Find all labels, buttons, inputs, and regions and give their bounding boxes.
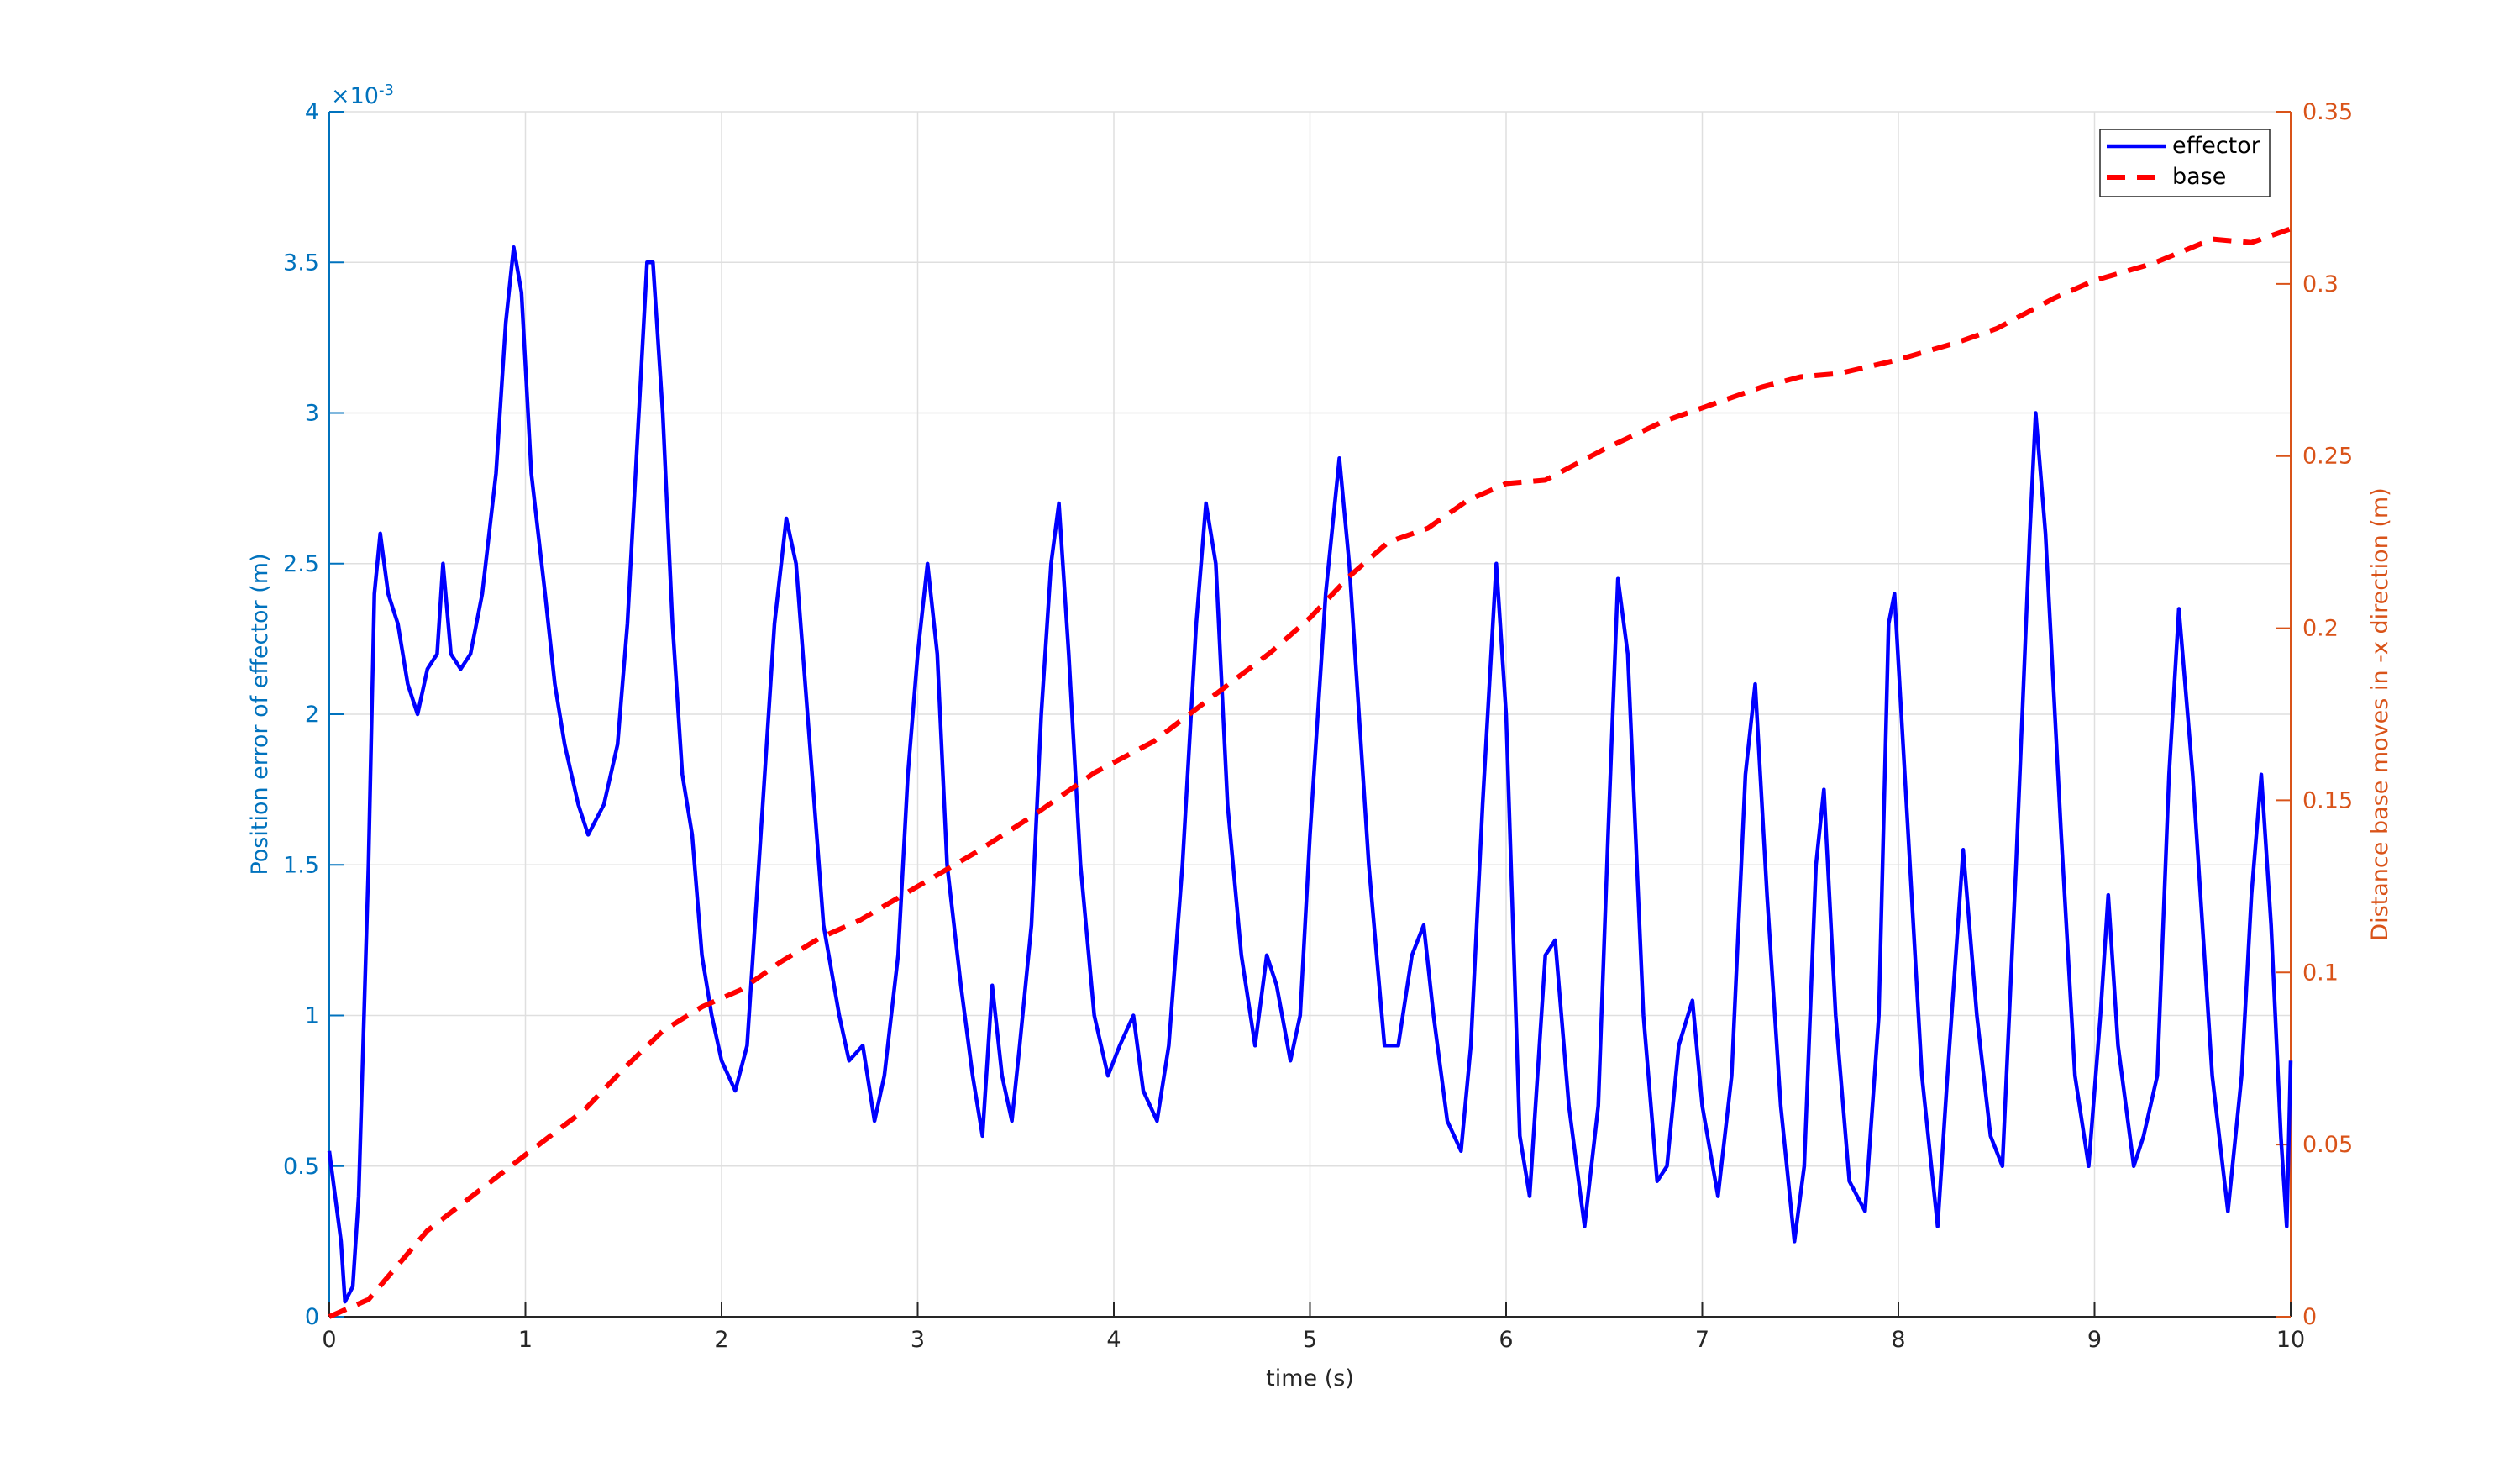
y2-tick-label: 0.2 (2302, 616, 2339, 642)
y-tick-label: 4 (305, 99, 319, 125)
x-tick-label: 8 (1891, 1327, 1905, 1353)
legend-label: effector (2172, 133, 2261, 159)
y2-tick-label: 0.3 (2302, 271, 2339, 297)
x-tick-label: 5 (1303, 1327, 1317, 1353)
x-tick-label: 10 (2276, 1327, 2305, 1353)
y2-tick-label: 0 (2302, 1304, 2317, 1330)
y-tick-label: 1.5 (283, 852, 319, 878)
y2-tick-label: 0.35 (2302, 99, 2353, 125)
series-line (327, 245, 2293, 1304)
x-tick-label: 7 (1695, 1327, 1709, 1353)
legend-label: base (2172, 164, 2226, 190)
x-tick-label: 6 (1499, 1327, 1513, 1353)
x-tick-label: 9 (2087, 1327, 2102, 1353)
x-tick-label: 1 (518, 1327, 533, 1353)
y-multiplier: ×10-3 (331, 82, 394, 109)
y-axis-label: Position error of effector (m) (247, 553, 273, 875)
x-tick-label: 0 (322, 1327, 336, 1353)
y2-tick-label: 0.15 (2302, 787, 2353, 813)
y-tick-label: 2.5 (283, 551, 319, 577)
y-multiplier-exponent: -3 (379, 82, 394, 99)
x-tick-label: 2 (714, 1327, 728, 1353)
y-tick-label: 0.5 (283, 1154, 319, 1180)
legend-box (2099, 129, 2271, 197)
y-tick-label: 1 (305, 1003, 319, 1029)
x-tick-label: 3 (911, 1327, 925, 1353)
y-tick-label: 2 (305, 702, 319, 728)
y-tick-label: 3 (305, 401, 319, 427)
y2-tick-label: 0.05 (2302, 1132, 2353, 1158)
y-multiplier-base: ×10 (331, 83, 379, 109)
series-line (328, 226, 2292, 1319)
y2-tick-label: 0.25 (2302, 444, 2353, 470)
y2-axis-label: Distance base moves in -x direction (m) (2367, 487, 2393, 940)
x-axis-label: time (s) (1266, 1365, 1354, 1391)
x-tick-label: 4 (1106, 1327, 1121, 1353)
y2-tick-label: 0.1 (2302, 960, 2339, 986)
y-tick-label: 0 (305, 1304, 319, 1330)
y-tick-label: 3.5 (283, 250, 319, 276)
